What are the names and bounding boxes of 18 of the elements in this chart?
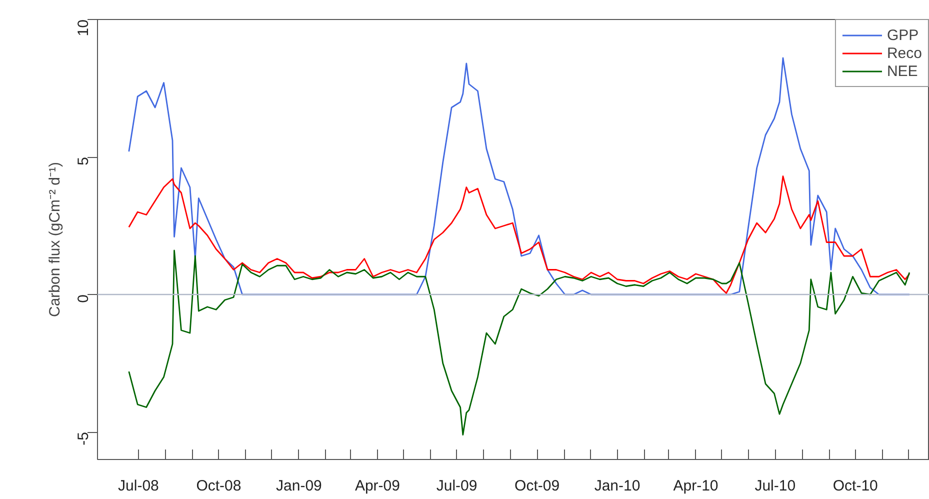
y-tick-label: 5 (75, 157, 92, 166)
y-tick-label: -5 (75, 432, 92, 446)
legend-label: GPP (886, 26, 919, 44)
y-tick-label: 10 (75, 19, 92, 36)
x-tick-label: Jan-09 (276, 478, 322, 494)
x-tick-label: Jul-10 (754, 478, 796, 494)
x-tick-label: Oct-10 (832, 478, 878, 494)
x-tick-label: Jul-08 (118, 478, 159, 494)
x-tick-label: Jul-09 (436, 478, 478, 494)
x-tick-label: Oct-09 (514, 478, 560, 494)
y-tick-label: 0 (75, 294, 92, 303)
x-tick-label: Apr-09 (354, 478, 400, 494)
y-axis-title: Carbon flux (gCm⁻² d⁻¹) (46, 162, 64, 318)
x-tick-label: Apr-10 (673, 478, 718, 494)
x-tick-label: Oct-08 (196, 478, 242, 494)
legend-label: Reco (886, 44, 922, 62)
x-tick-label: Jan-10 (594, 478, 640, 494)
legend-label: NEE (886, 62, 918, 80)
